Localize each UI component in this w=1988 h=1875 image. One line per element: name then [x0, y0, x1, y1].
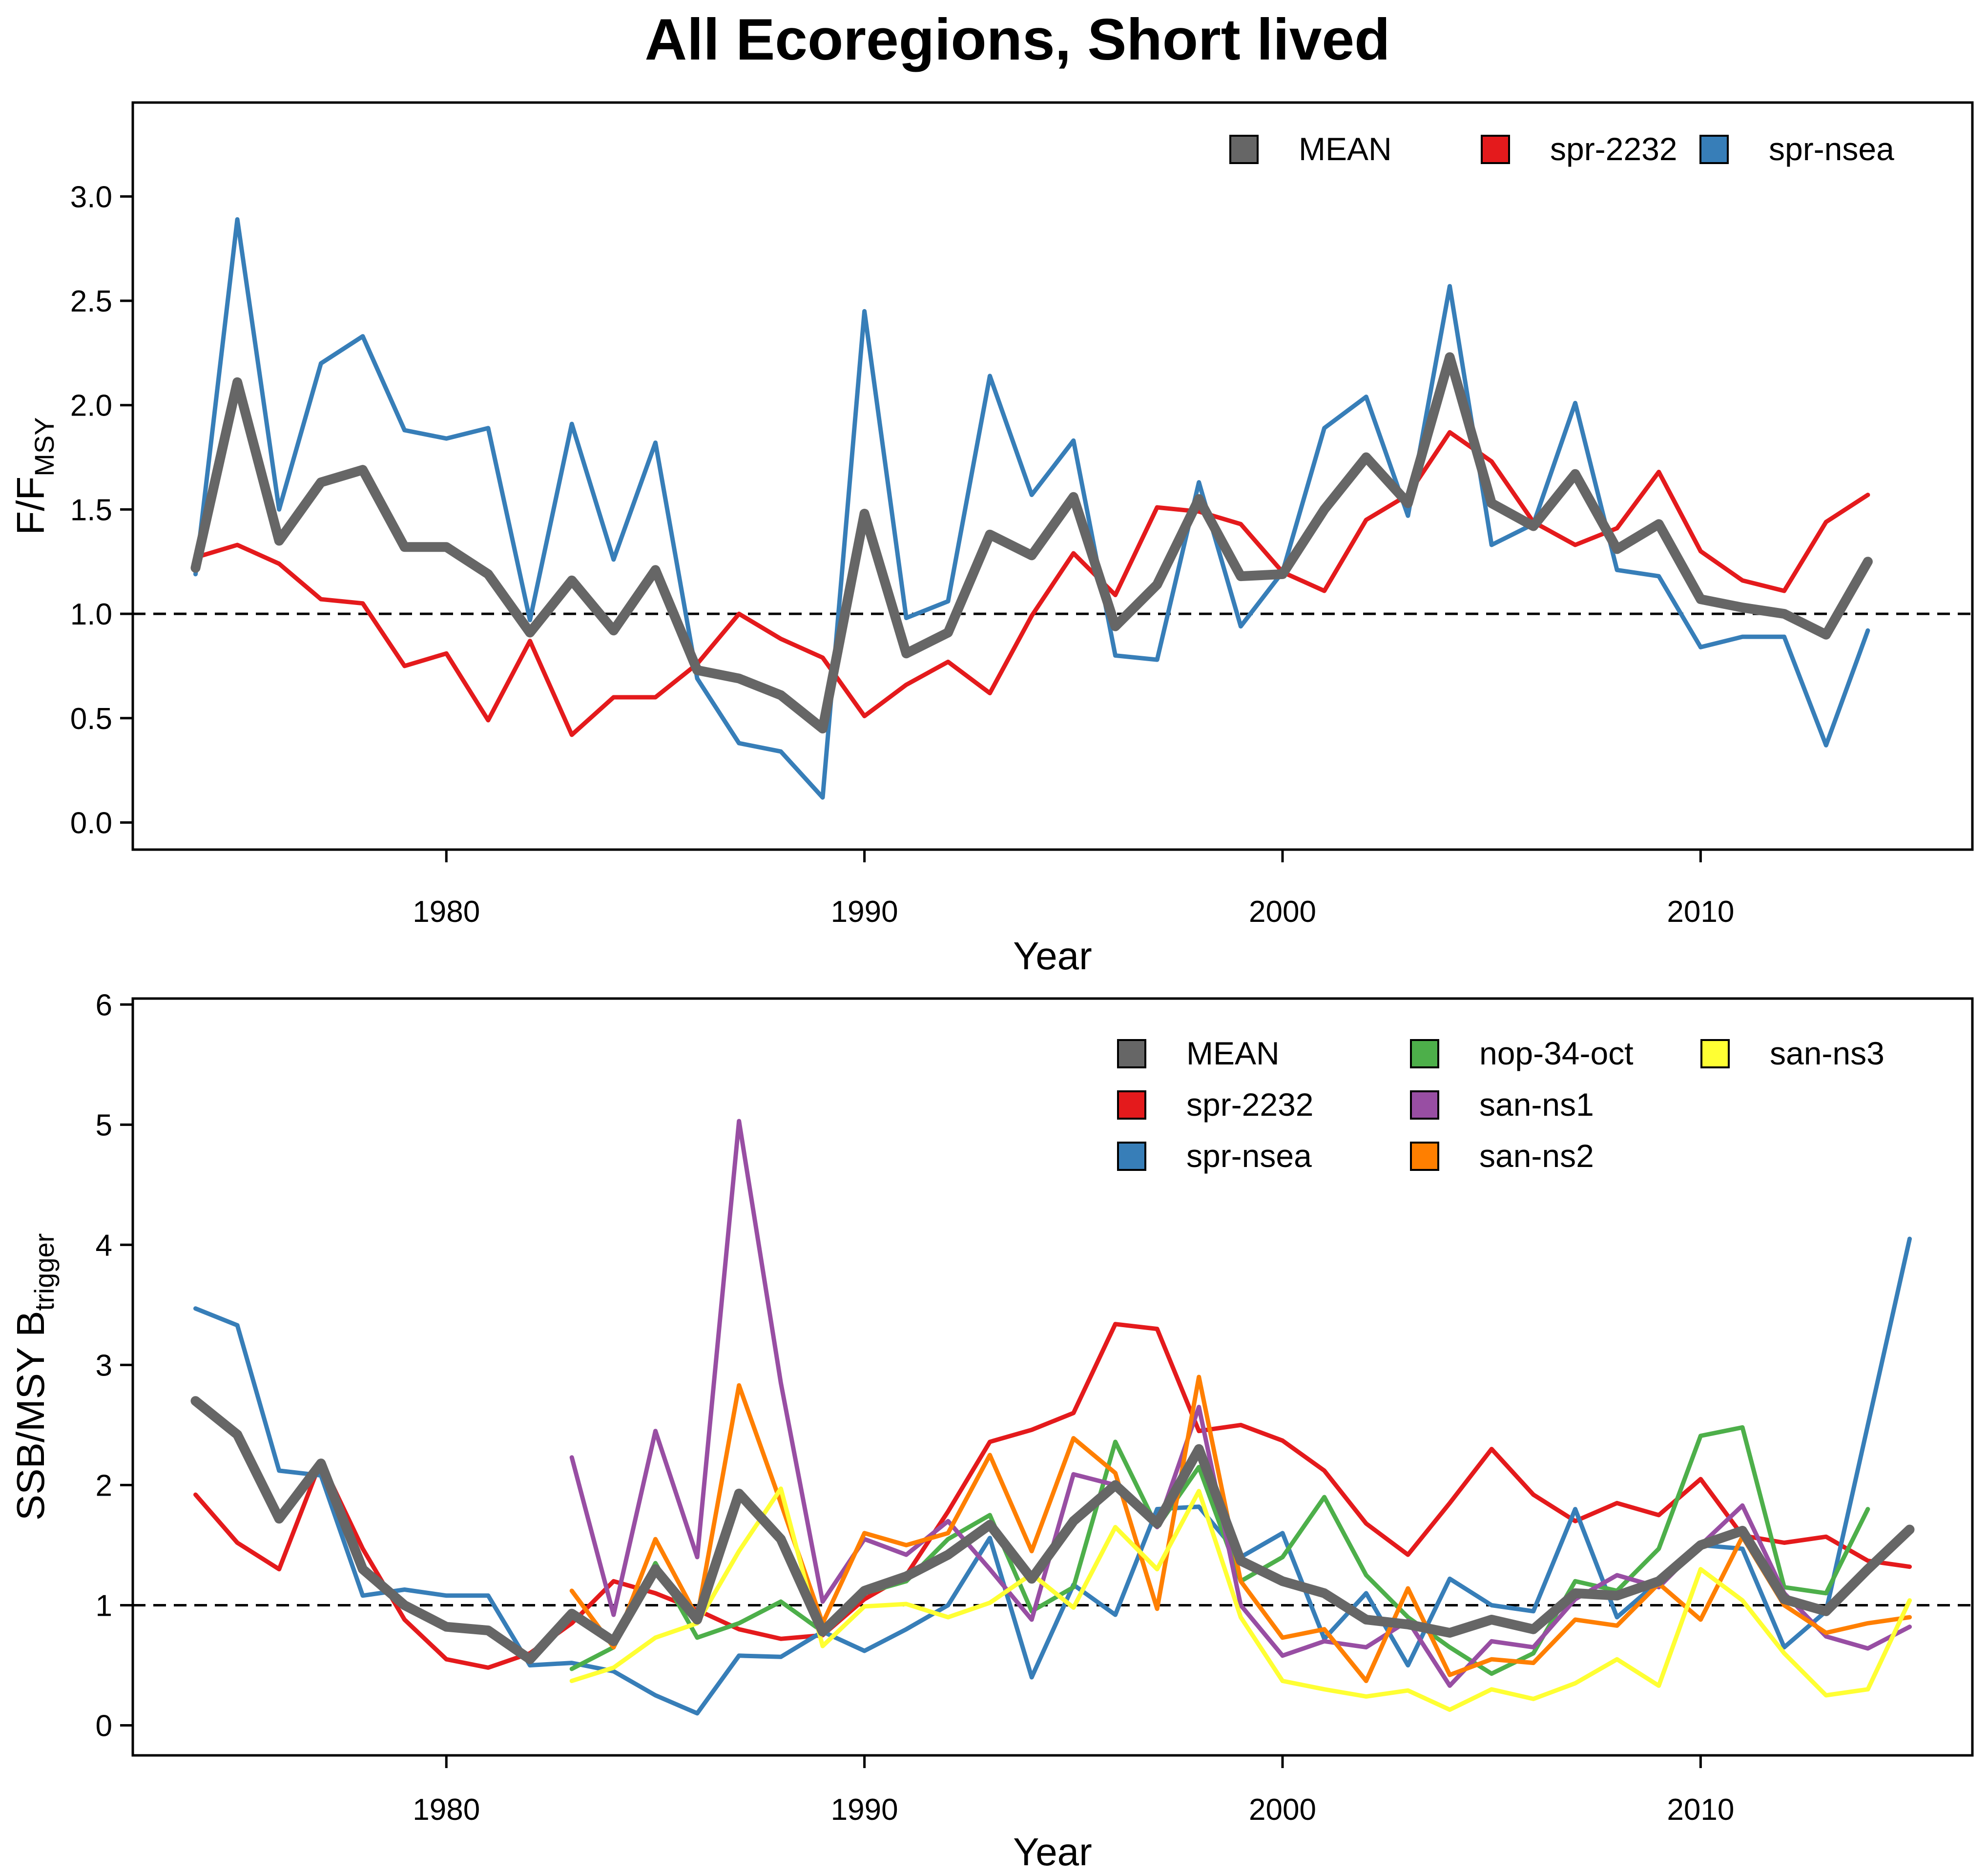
plot-frame	[131, 997, 1974, 1757]
legend-label-nop-34-oct: nop-34-oct	[1479, 1035, 1634, 1071]
series-line-spr-2232	[193, 430, 1870, 737]
y-tick-label: 6	[96, 988, 112, 1022]
legend-label-san-ns2: san-ns2	[1479, 1138, 1594, 1174]
legend-swatch-spr-nsea	[1117, 1142, 1146, 1171]
x-axis-label: Year	[1013, 934, 1092, 978]
x-tick-label: 2000	[1249, 895, 1316, 929]
chart-panel-f-fmsy: 1980 1990 2000 2010 0.0 0.5 1.0 1.5 2.0 2.5 3.0 Yea…	[9, 101, 1974, 978]
y-tick-label: 1	[96, 1589, 112, 1623]
legend-swatch-san-ns1	[1410, 1090, 1439, 1120]
legend-label-mean: MEAN	[1299, 131, 1392, 167]
series-line-mean	[190, 352, 1873, 734]
y-tick-label: 1.0	[70, 598, 112, 631]
figure-title: All Ecoregions, Short lived	[645, 7, 1390, 72]
legend-swatch-spr-2232	[1481, 135, 1510, 164]
legend-label-san-ns3: san-ns3	[1770, 1035, 1884, 1071]
y-tick-label: 1.5	[70, 493, 112, 527]
legend-label-spr-nsea: spr-nsea	[1769, 131, 1894, 167]
x-tick-label: 1980	[413, 1793, 480, 1827]
legend-label-mean: MEAN	[1186, 1035, 1280, 1071]
y-tick-label: 5	[96, 1108, 112, 1142]
legend-label-spr-nsea: spr-nsea	[1186, 1138, 1312, 1174]
plot-frame	[131, 101, 1974, 851]
series-line-spr-nsea	[193, 1236, 1912, 1716]
series-line-san-ns3	[569, 1486, 1912, 1712]
x-tick-label: 1990	[831, 1793, 898, 1827]
legend: MEAN spr-2232 spr-nsea nop-34-oct san-ns1 san…	[1117, 1035, 1884, 1174]
legend: MEAN spr-2232 spr-nsea	[1229, 131, 1894, 167]
legend-swatch-san-ns3	[1700, 1039, 1730, 1068]
x-axis-label: Year	[1013, 1830, 1092, 1874]
legend-label-spr-2232: spr-2232	[1550, 131, 1677, 167]
x-tick-label: 2010	[1667, 895, 1734, 929]
x-tick-label: 2000	[1249, 1793, 1316, 1827]
x-tick-label: 1990	[831, 895, 898, 929]
legend-swatch-mean	[1229, 135, 1259, 164]
legend-label-san-ns1: san-ns1	[1479, 1086, 1594, 1123]
y-axis-label: SSB/MSY Btrigger	[9, 1233, 60, 1521]
legend-swatch-mean	[1117, 1039, 1146, 1068]
x-tick-label: 2010	[1667, 1793, 1734, 1827]
y-tick-label: 4	[96, 1229, 112, 1262]
y-tick-label: 0.5	[70, 702, 112, 736]
y-tick-label: 0.0	[70, 806, 112, 840]
legend-swatch-nop-34-oct	[1410, 1039, 1439, 1068]
y-tick-label: 2.5	[70, 285, 112, 318]
legend-label-spr-2232: spr-2232	[1186, 1086, 1314, 1123]
series-line-mean	[190, 1396, 1915, 1665]
x-tick-label: 1980	[413, 895, 480, 929]
legend-swatch-spr-nsea	[1699, 135, 1729, 164]
y-tick-label: 0	[96, 1709, 112, 1743]
legend-swatch-spr-2232	[1117, 1090, 1146, 1120]
y-axis-label: F/FMSY	[9, 417, 60, 535]
y-tick-label: 3.0	[70, 180, 112, 214]
chart-panel-ssb-btrigger: 1980 1990 2000 2010 0 1 2 3 4 5 6 Year SSB/MSY Btrig…	[9, 988, 1974, 1874]
legend-swatch-san-ns2	[1410, 1142, 1439, 1171]
y-tick-label: 2.0	[70, 389, 112, 423]
series-line-spr-2232	[193, 1322, 1912, 1670]
series-line-spr-nsea	[193, 217, 1870, 800]
y-tick-label: 3	[96, 1349, 112, 1382]
y-tick-label: 2	[96, 1469, 112, 1502]
series-line-nop-34-oct	[569, 1425, 1870, 1676]
